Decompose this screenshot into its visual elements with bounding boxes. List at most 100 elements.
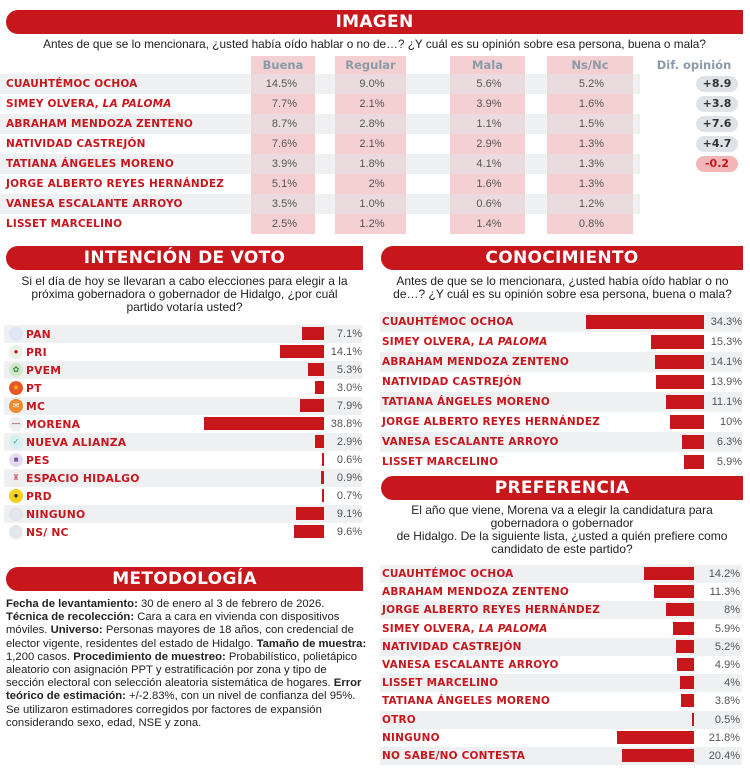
candidate-name: NATIVIDAD CASTREJÓN	[382, 376, 522, 388]
bar	[643, 567, 694, 580]
party-name: MORENA	[26, 418, 81, 431]
list-item: PAN 7.1%	[4, 325, 362, 343]
cell-nsnc: 1.3%	[578, 178, 604, 190]
bar	[682, 435, 704, 449]
table-row: NATIVIDAD CASTREJÓN 7.6% 2.1% 2.9% 1.3%	[0, 134, 640, 154]
cell-nsnc: 0.8%	[578, 218, 604, 230]
candidate-name: TATIANA ÁNGELES MORENO	[382, 396, 550, 408]
bar	[655, 355, 704, 369]
imagen-question: Antes de que se lo mencionara, ¿usted ha…	[43, 37, 706, 51]
metodologia-banner: METODOLOGÍA	[6, 567, 363, 591]
value: 0.9%	[336, 472, 362, 484]
candidate-name: JORGE ALBERTO REYES HERNÁNDEZ	[382, 604, 601, 617]
value: 14.2%	[708, 568, 740, 580]
cell-regular: 9.0%	[359, 78, 385, 90]
cell-mala: 5.6%	[476, 78, 502, 90]
col-regular: Regular	[345, 58, 396, 72]
pt-logo-icon: ★	[9, 381, 23, 395]
value: 3.0%	[336, 382, 362, 394]
metodologia-title: METODOLOGÍA	[112, 569, 257, 589]
value: 11.1%	[711, 396, 742, 408]
candidate-name: VANESA ESCALANTE ARROYO	[382, 659, 559, 671]
cell-regular: 1.8%	[359, 158, 385, 170]
blank-circle-icon	[9, 525, 23, 539]
value: 0.5%	[714, 713, 740, 726]
bar	[321, 471, 324, 484]
preferencia-title: PREFERENCIA	[494, 478, 630, 498]
intencion-title: INTENCIÓN DE VOTO	[83, 248, 286, 268]
bar	[616, 730, 694, 744]
value: 21.8%	[708, 731, 740, 744]
cell-regular: 2.8%	[359, 118, 385, 130]
list-item: ABRAHAM MENDOZA ZENTENO 14.1%	[380, 352, 742, 372]
candidate-name: LISSET MARCELINO	[382, 677, 499, 690]
party-name: PRD	[26, 490, 52, 503]
pan-logo-icon	[9, 327, 23, 341]
cell-mala: 3.9%	[476, 98, 502, 110]
bar	[651, 335, 704, 349]
bar	[675, 639, 694, 653]
list-item: ★ PT 3.0%	[4, 379, 362, 397]
espacio-hidalgo-logo-icon: ♜	[9, 471, 23, 485]
bar	[673, 621, 694, 635]
candidate-name: SIMEY OLVERA, LA PALOMA	[6, 98, 172, 110]
bar	[295, 507, 324, 520]
prd-logo-icon: ●	[9, 489, 23, 503]
value: 0.7%	[336, 490, 362, 502]
candidate-name: ABRAHAM MENDOZA ZENTENO	[6, 118, 194, 130]
cell-regular: 2%	[368, 178, 385, 190]
candidate-name: JORGE ALBERTO REYES HERNÁNDEZ	[382, 416, 601, 428]
cell-nsnc: 1.5%	[578, 118, 604, 130]
table-row: LISSET MARCELINO 2.5% 1.2% 1.4% 0.8%	[0, 214, 640, 234]
cell-buena: 7.7%	[271, 98, 297, 110]
bar	[203, 417, 324, 430]
cell-nsnc: 1.2%	[578, 198, 604, 210]
cell-mala: 2.9%	[476, 138, 502, 150]
method-label: Técnica de recolección:	[6, 611, 135, 624]
dif-opinion-badge: +4.7	[696, 136, 738, 152]
list-item: VANESA ESCALANTE ARROYO 6.3%	[380, 432, 742, 452]
cell-mala: 4.1%	[476, 158, 502, 170]
cell-regular: 2.1%	[359, 98, 385, 110]
list-item: OTRO 0.5%	[380, 710, 742, 729]
list-item: NS/ NC 9.6%	[4, 523, 362, 541]
col-dif-opinion: Dif. opinión	[656, 58, 732, 72]
cell-buena: 7.6%	[271, 138, 297, 150]
table-row: VANESA ESCALANTE ARROYO 3.5% 1.0% 0.6% 1.2%	[0, 194, 640, 214]
bar	[692, 712, 694, 726]
party-name: PAN	[26, 328, 51, 341]
value: 15.3%	[710, 336, 742, 348]
preferencia-banner: PREFERENCIA	[381, 476, 743, 500]
candidate-name: NATIVIDAD CASTREJÓN	[382, 640, 522, 653]
method-text: Personas mayores de 18 años, con credenc…	[6, 624, 354, 650]
cell-buena: 2.5%	[271, 218, 297, 230]
imagen-banner: IMAGEN	[6, 10, 743, 34]
bar	[307, 363, 324, 376]
preferencia-question: El año que viene, Morena va a elegir la …	[396, 503, 728, 556]
candidate-name: NO SABE/NO CONTESTA	[382, 750, 526, 762]
table-row: SIMEY OLVERA, LA PALOMA 7.7% 2.1% 3.9% 1.6%	[0, 94, 640, 114]
cell-buena: 14.5%	[265, 78, 297, 90]
blank-circle-icon	[9, 507, 23, 521]
list-item: JORGE ALBERTO REYES HERNÁNDEZ 10%	[380, 412, 742, 432]
cell-nsnc: 5.2%	[578, 78, 604, 90]
nueva-alianza-logo-icon: ✓	[9, 435, 23, 449]
value: 5.9%	[716, 456, 742, 468]
cell-nsnc: 1.3%	[578, 138, 604, 150]
bar	[676, 658, 694, 671]
list-item: ● PRI 14.1%	[4, 343, 362, 361]
candidate-name: CUAUHTÉMOC OCHOA	[382, 316, 514, 328]
list-item: SIMEY OLVERA, LA PALOMA 15.3%	[380, 332, 742, 352]
list-item: ✿ PVEM 5.3%	[4, 361, 362, 379]
party-name: ESPACIO HIDALGO	[26, 472, 140, 485]
table-row: ABRAHAM MENDOZA ZENTENO 8.7% 2.8% 1.1% 1.5%	[0, 114, 640, 134]
col-nsnc: Ns/Nc	[571, 58, 609, 72]
candidate-name: TATIANA ÁNGELES MORENO	[6, 158, 174, 170]
bar	[653, 585, 694, 599]
bar	[294, 525, 324, 538]
table-row: TATIANA ÁNGELES MORENO 3.9% 1.8% 4.1% 1.3%	[0, 154, 640, 174]
cell-nsnc: 1.3%	[578, 158, 604, 170]
value: 5.2%	[714, 640, 740, 653]
value: 2.9%	[336, 436, 362, 448]
candidate-name: SIMEY OLVERA, LA PALOMA	[382, 622, 548, 635]
